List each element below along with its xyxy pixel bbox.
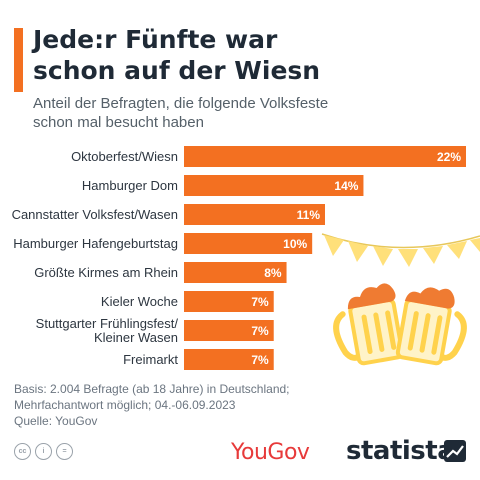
- data-label-0: 22%: [437, 150, 461, 164]
- category-label-1: Hamburger Dom: [82, 178, 178, 193]
- data-label-7: 7%: [251, 353, 269, 367]
- bar-chart: 22% Oktoberfest/Wiesn 14% Hamburger Dom 11% C…: [12, 146, 466, 370]
- bunting-flag: [423, 246, 443, 264]
- title-accent-bar: [14, 28, 23, 92]
- attribution-icon[interactable]: i: [35, 443, 52, 460]
- bunting-flag: [398, 249, 418, 267]
- bar-6: [184, 320, 274, 341]
- bunting-flag: [470, 238, 480, 252]
- category-label-7: Freimarkt: [123, 352, 178, 367]
- beer-mug-right-icon: [395, 287, 467, 366]
- subtitle: Anteil der Befragten, die folgende Volks…: [33, 94, 433, 132]
- license-icons: cc i =: [14, 443, 73, 460]
- cc-license-icon[interactable]: cc: [14, 443, 31, 460]
- bar-7: [184, 349, 274, 370]
- bar-3: [184, 233, 313, 254]
- bar-1: [184, 175, 364, 196]
- category-label-0: Oktoberfest/Wiesn: [71, 149, 178, 164]
- statista-logo-icon: [444, 440, 466, 462]
- subtitle-line-1: Anteil der Befragten, die folgende Volks…: [33, 95, 329, 112]
- category-label-2: Cannstatter Volksfest/Wasen: [12, 207, 178, 222]
- category-label-5: Kieler Woche: [101, 294, 178, 309]
- bunting-flag: [324, 235, 344, 256]
- bunting-flags: [324, 235, 480, 267]
- footnote-source: Quelle: YouGov: [14, 414, 98, 428]
- data-label-5: 7%: [251, 295, 269, 309]
- data-label-3: 10%: [283, 237, 307, 251]
- data-label-1: 14%: [334, 179, 358, 193]
- footnote-basis-line-1: Basis: 2.004 Befragte (ab 18 Jahre) in D…: [14, 382, 290, 396]
- bar-4: [184, 262, 287, 283]
- footnote-basis-line-2: Mehrfachantwort möglich; 04.-06.09.2023: [14, 398, 236, 412]
- page-title: Jede:r Fünfte war schon auf der Wiesn: [33, 24, 453, 86]
- beer-mug-left-icon: [333, 283, 405, 366]
- subtitle-line-2: schon mal besucht haben: [33, 114, 204, 131]
- bunting-flag: [348, 241, 368, 262]
- bar-0: [184, 146, 466, 167]
- category-label-4: Größte Kirmes am Rhein: [34, 265, 178, 280]
- title-line-1: Jede:r Fünfte war: [33, 25, 278, 54]
- category-label-3: Hamburger Hafengeburtstag: [13, 236, 178, 251]
- data-label-2: 11%: [297, 208, 321, 222]
- bunting-flag: [373, 246, 393, 266]
- footnote: Basis: 2.004 Befragte (ab 18 Jahre) in D…: [14, 381, 314, 429]
- bar-2: [184, 204, 325, 225]
- statista-logo[interactable]: statista: [346, 436, 455, 466]
- data-label-4: 8%: [264, 266, 282, 280]
- bunting-flag: [447, 241, 467, 259]
- category-label-6: Stuttgarter Frühlingsfest/Kleiner Wasen: [36, 316, 179, 345]
- bar-5: [184, 291, 274, 312]
- no-derivatives-icon[interactable]: =: [56, 443, 73, 460]
- title-line-2: schon auf der Wiesn: [33, 56, 321, 85]
- yougov-logo[interactable]: YouGov: [231, 440, 310, 465]
- data-label-6: 7%: [251, 324, 269, 338]
